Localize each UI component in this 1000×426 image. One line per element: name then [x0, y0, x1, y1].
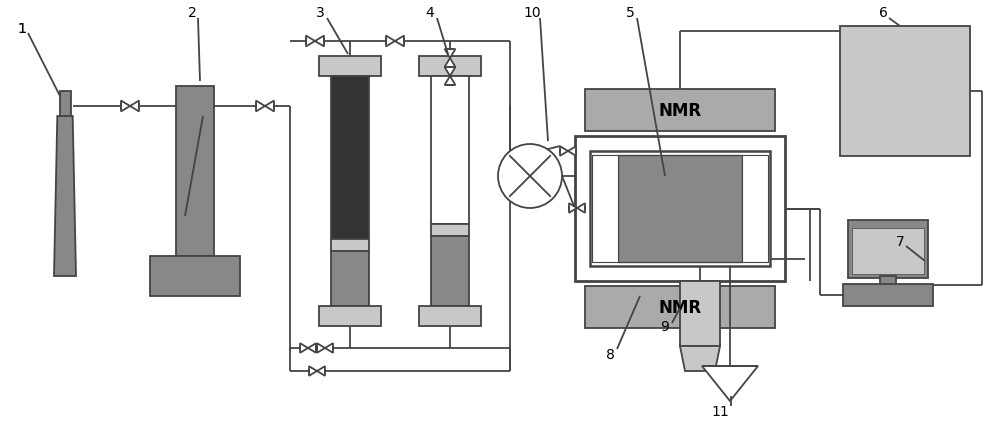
Bar [331, 77, 369, 239]
Bar [150, 256, 240, 296]
Text: 1: 1 [18, 22, 26, 36]
Bar [331, 239, 369, 251]
Polygon shape [265, 101, 274, 112]
Bar [331, 251, 369, 306]
Bar [585, 286, 775, 328]
Polygon shape [445, 77, 455, 86]
Polygon shape [445, 50, 455, 59]
Polygon shape [317, 366, 325, 376]
Text: 3: 3 [316, 6, 324, 20]
Bar [575, 137, 785, 281]
Polygon shape [308, 343, 316, 353]
Bar [680, 281, 720, 346]
Polygon shape [317, 343, 325, 353]
Polygon shape [130, 101, 139, 112]
Text: 9: 9 [661, 319, 669, 333]
Bar [585, 90, 775, 132]
Bar [319, 57, 381, 77]
Bar [431, 225, 469, 236]
Polygon shape [315, 37, 324, 47]
Polygon shape [680, 346, 720, 371]
Bar [852, 228, 924, 274]
Bar [840, 27, 970, 157]
Text: 10: 10 [523, 6, 541, 20]
Polygon shape [325, 343, 333, 353]
Text: 5: 5 [626, 6, 634, 20]
Polygon shape [54, 117, 76, 276]
Text: NMR: NMR [658, 102, 702, 120]
Polygon shape [445, 59, 455, 68]
Polygon shape [386, 37, 395, 47]
Text: 2: 2 [188, 6, 196, 20]
Polygon shape [568, 147, 576, 156]
Polygon shape [256, 101, 265, 112]
Polygon shape [300, 343, 308, 353]
Text: 7: 7 [896, 234, 904, 248]
Bar [419, 306, 481, 326]
Polygon shape [702, 366, 758, 401]
Text: 4: 4 [426, 6, 434, 20]
Circle shape [498, 145, 562, 208]
Bar [319, 306, 381, 326]
Text: 1: 1 [18, 22, 26, 36]
Bar [618, 155, 742, 262]
Polygon shape [121, 101, 130, 112]
Bar [431, 236, 469, 306]
Bar [419, 57, 481, 77]
Text: 11: 11 [711, 404, 729, 418]
Bar [880, 276, 896, 286]
Text: 6: 6 [879, 6, 887, 20]
Polygon shape [445, 68, 455, 77]
Bar [592, 155, 618, 262]
Text: NMR: NMR [658, 298, 702, 316]
Polygon shape [569, 204, 577, 213]
Polygon shape [560, 147, 568, 156]
Bar [742, 155, 768, 262]
Bar [431, 77, 469, 225]
Bar [590, 152, 770, 266]
Polygon shape [395, 37, 404, 47]
Polygon shape [306, 37, 315, 47]
Polygon shape [577, 204, 585, 213]
Polygon shape [309, 366, 317, 376]
Bar [176, 87, 214, 256]
Bar [843, 284, 933, 306]
Bar [848, 221, 928, 278]
Bar [60, 92, 71, 117]
Text: 8: 8 [606, 347, 614, 361]
